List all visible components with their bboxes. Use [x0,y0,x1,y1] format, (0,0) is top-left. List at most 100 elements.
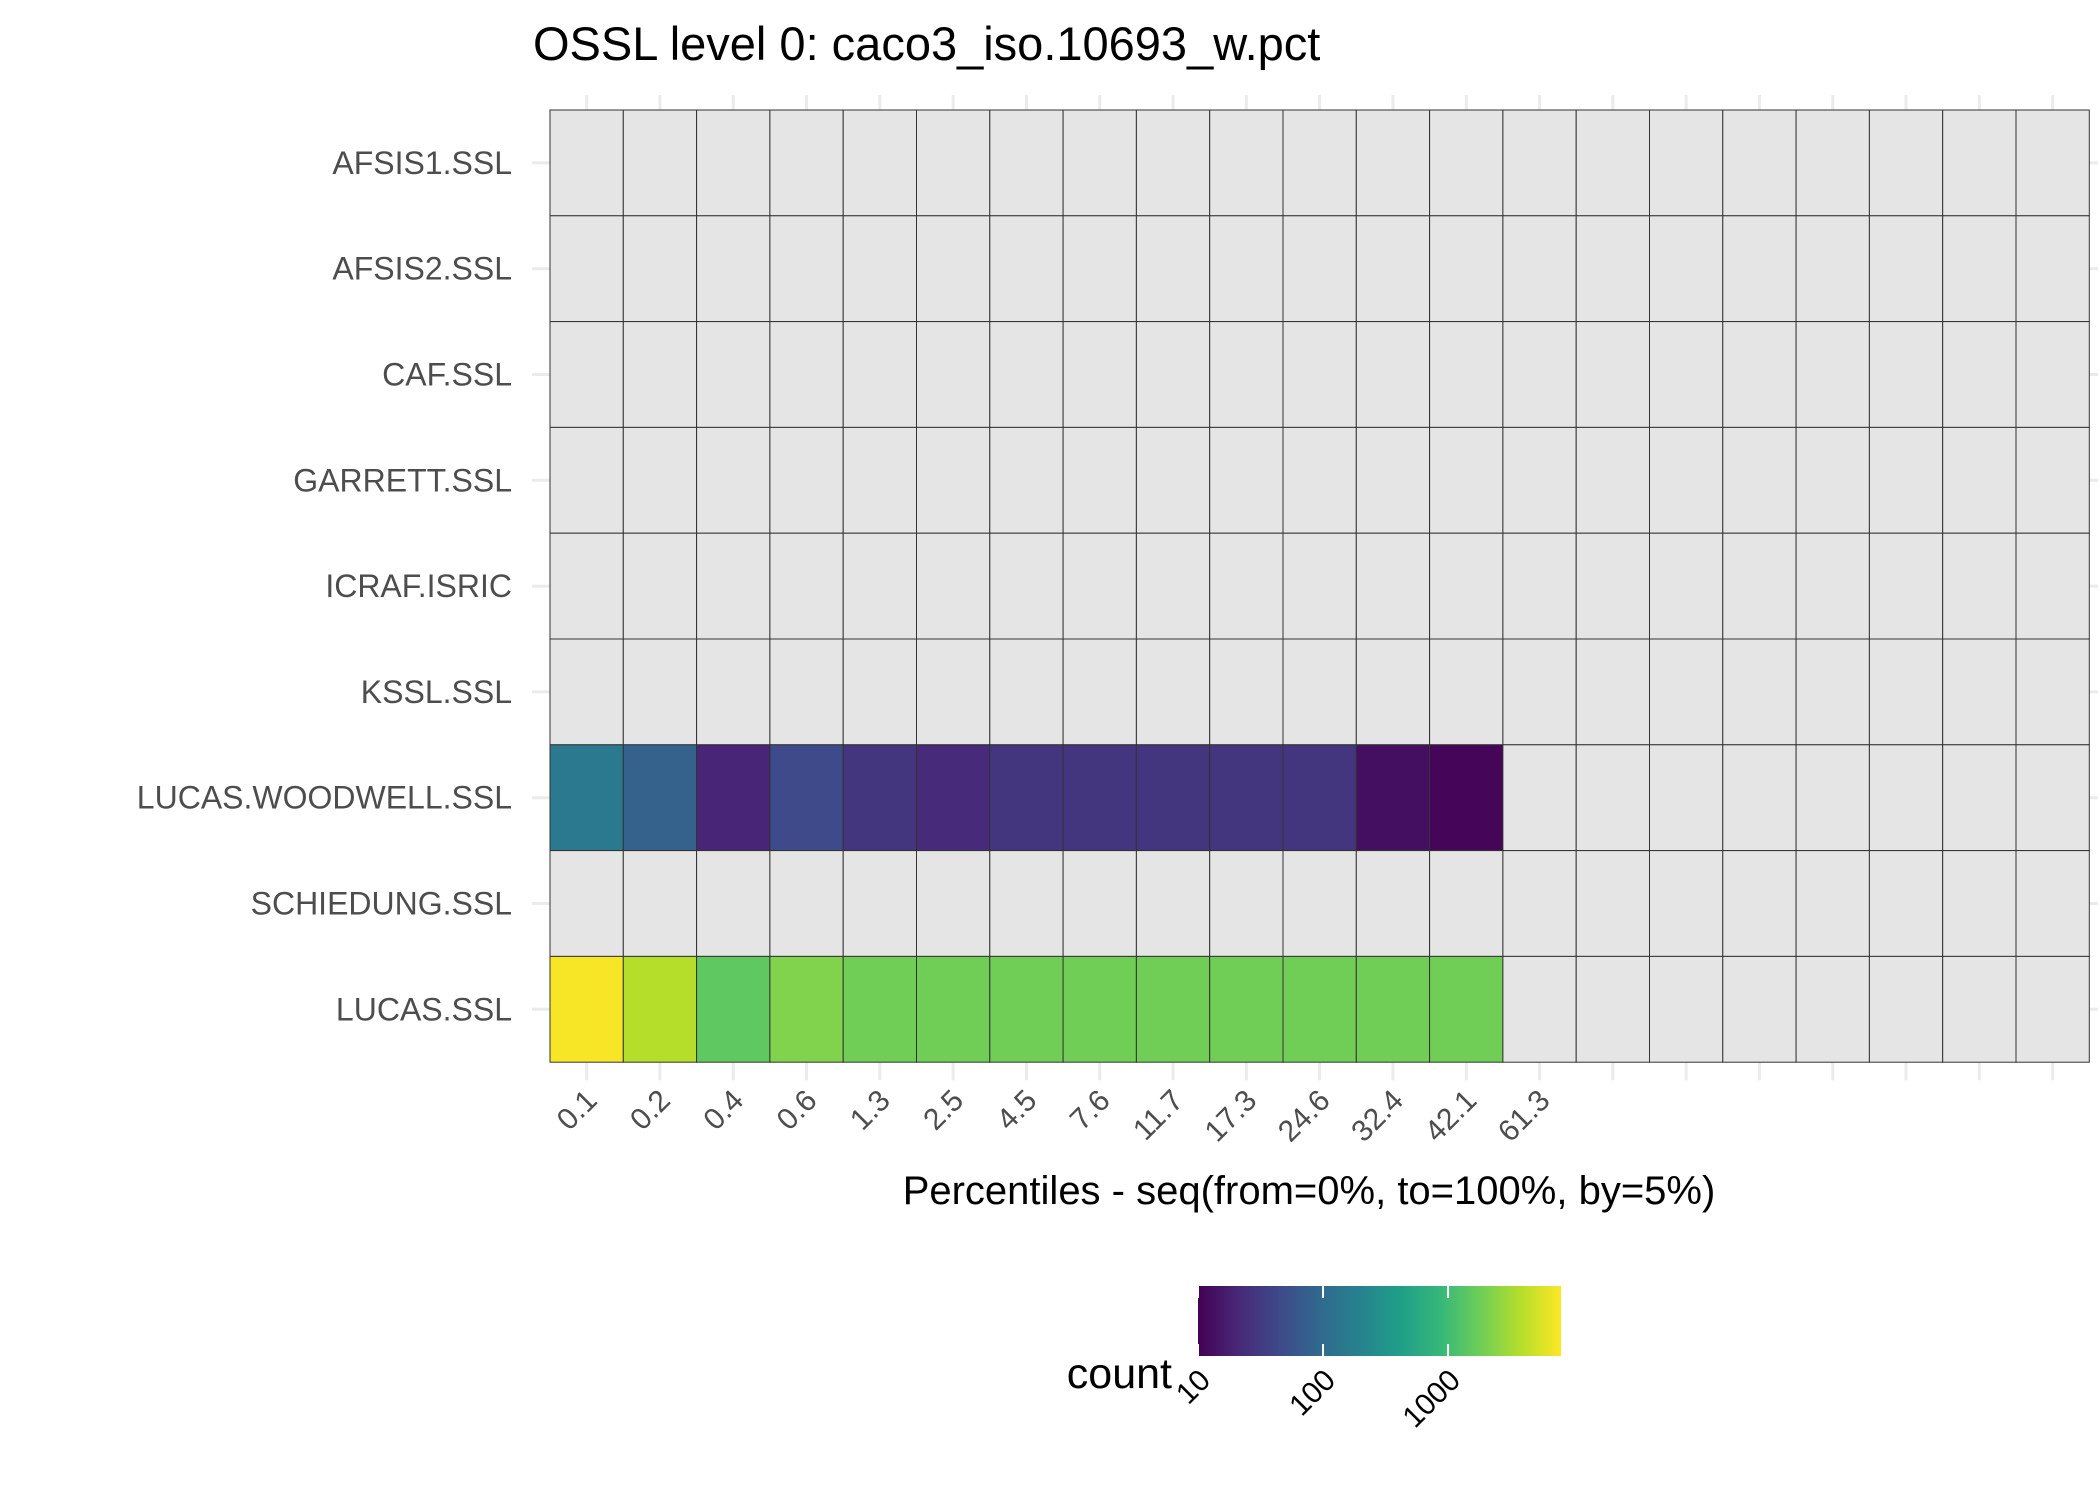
heatmap-cell [697,745,770,851]
heatmap-cell [1283,639,1356,745]
heatmap-cell [1869,956,1942,1062]
heatmap-cell [697,639,770,745]
heatmap-cell [1430,216,1503,322]
heatmap-cell [550,533,623,639]
heatmap-cell [1283,533,1356,639]
heatmap-cell [1063,216,1136,322]
heatmap-cell [1136,216,1209,322]
heatmap-cell [550,427,623,533]
heatmap-cell [697,427,770,533]
heatmap-cell [1576,956,1649,1062]
heatmap-cell [1063,427,1136,533]
heatmap-cell [1723,427,1796,533]
heatmap-cell [1796,639,1869,745]
heatmap-cell [1576,745,1649,851]
heatmap-cell [1943,956,2016,1062]
heatmap-cell [1943,322,2016,428]
heatmap-cell [2016,956,2089,1062]
heatmap-cell [1430,745,1503,851]
heatmap-cell [770,427,843,533]
heatmap-cell [697,216,770,322]
heatmap-cell [550,110,623,216]
heatmap-cell [1503,639,1576,745]
heatmap-cell [770,110,843,216]
heatmap-cell [990,639,1063,745]
y-axis-label: SCHIEDUNG.SSL [251,886,512,922]
heatmap-cell [1356,533,1429,639]
heatmap-cell [770,322,843,428]
heatmap-cell [1943,216,2016,322]
heatmap-cell [1283,322,1356,428]
heatmap-cell [2016,639,2089,745]
heatmap-cell [1576,322,1649,428]
heatmap-cell [1356,639,1429,745]
x-axis-tick-label: 0.1 [551,1084,604,1137]
heatmap-cell [1943,110,2016,216]
heatmap-cell [1869,745,1942,851]
y-axis-label: GARRETT.SSL [293,462,512,498]
heatmap-cell [2016,851,2089,957]
x-axis-tick-label: 61.3 [1492,1084,1557,1149]
y-axis-label: LUCAS.WOODWELL.SSL [137,780,512,816]
heatmap-cell [1430,533,1503,639]
heatmap-cell [1430,851,1503,957]
y-axis-label: KSSL.SSL [361,674,512,710]
legend-tick-label: 10 [1170,1364,1217,1411]
heatmap-cell [1503,745,1576,851]
heatmap-cell [1650,956,1723,1062]
heatmap-cell [1796,216,1869,322]
heatmap-cell [1136,322,1209,428]
heatmap-cell [1503,322,1576,428]
heatmap-cell [843,533,916,639]
heatmap-cell [550,216,623,322]
heatmap-cell [697,956,770,1062]
heatmap-cell [1210,322,1283,428]
heatmap-cell [1796,745,1869,851]
legend-tick-label: 1000 [1396,1364,1467,1435]
heatmap-cell [1869,639,1942,745]
heatmap-cell [1869,322,1942,428]
heatmap-cell [990,216,1063,322]
heatmap-cell [1943,639,2016,745]
heatmap-cell [1430,322,1503,428]
y-axis-label: CAF.SSL [382,357,512,393]
heatmap-cell [1136,533,1209,639]
heatmap-cell [623,110,696,216]
heatmap-cell [1576,639,1649,745]
heatmap-cell [1283,745,1356,851]
heatmap-cell [1869,427,1942,533]
heatmap-cell [1943,427,2016,533]
heatmap-cell [1723,110,1796,216]
heatmap-cell [1796,322,1869,428]
heatmap-cell [1943,745,2016,851]
legend-tick-label: 100 [1283,1364,1342,1423]
heatmap-cell [697,322,770,428]
heatmap-cell [1576,110,1649,216]
heatmap-cell [1063,639,1136,745]
heatmap-cell [1210,427,1283,533]
heatmap-cell [1063,851,1136,957]
heatmap-cell [990,322,1063,428]
heatmap-cell [1576,851,1649,957]
heatmap-cell [843,216,916,322]
x-axis-tick-label: 0.4 [697,1084,750,1137]
heatmap-cell [1136,956,1209,1062]
x-axis-tick-label: 11.7 [1127,1084,1190,1147]
heatmap-cell [1796,110,1869,216]
x-axis-tick-label: 2.5 [917,1084,970,1137]
heatmap-cell [770,639,843,745]
heatmap-cell [550,851,623,957]
heatmap-cell [623,322,696,428]
heatmap-cell [1503,427,1576,533]
heatmap-cell [623,216,696,322]
heatmap-cell [2016,110,2089,216]
heatmap-cell [1869,851,1942,957]
heatmap-cell [1796,956,1869,1062]
heatmap-cell [990,427,1063,533]
heatmap-cell [1430,956,1503,1062]
heatmap-cell [843,745,916,851]
heatmap-cell [1943,533,2016,639]
heatmap-cell [1283,427,1356,533]
heatmap-cell [1283,956,1356,1062]
heatmap-cell [770,956,843,1062]
